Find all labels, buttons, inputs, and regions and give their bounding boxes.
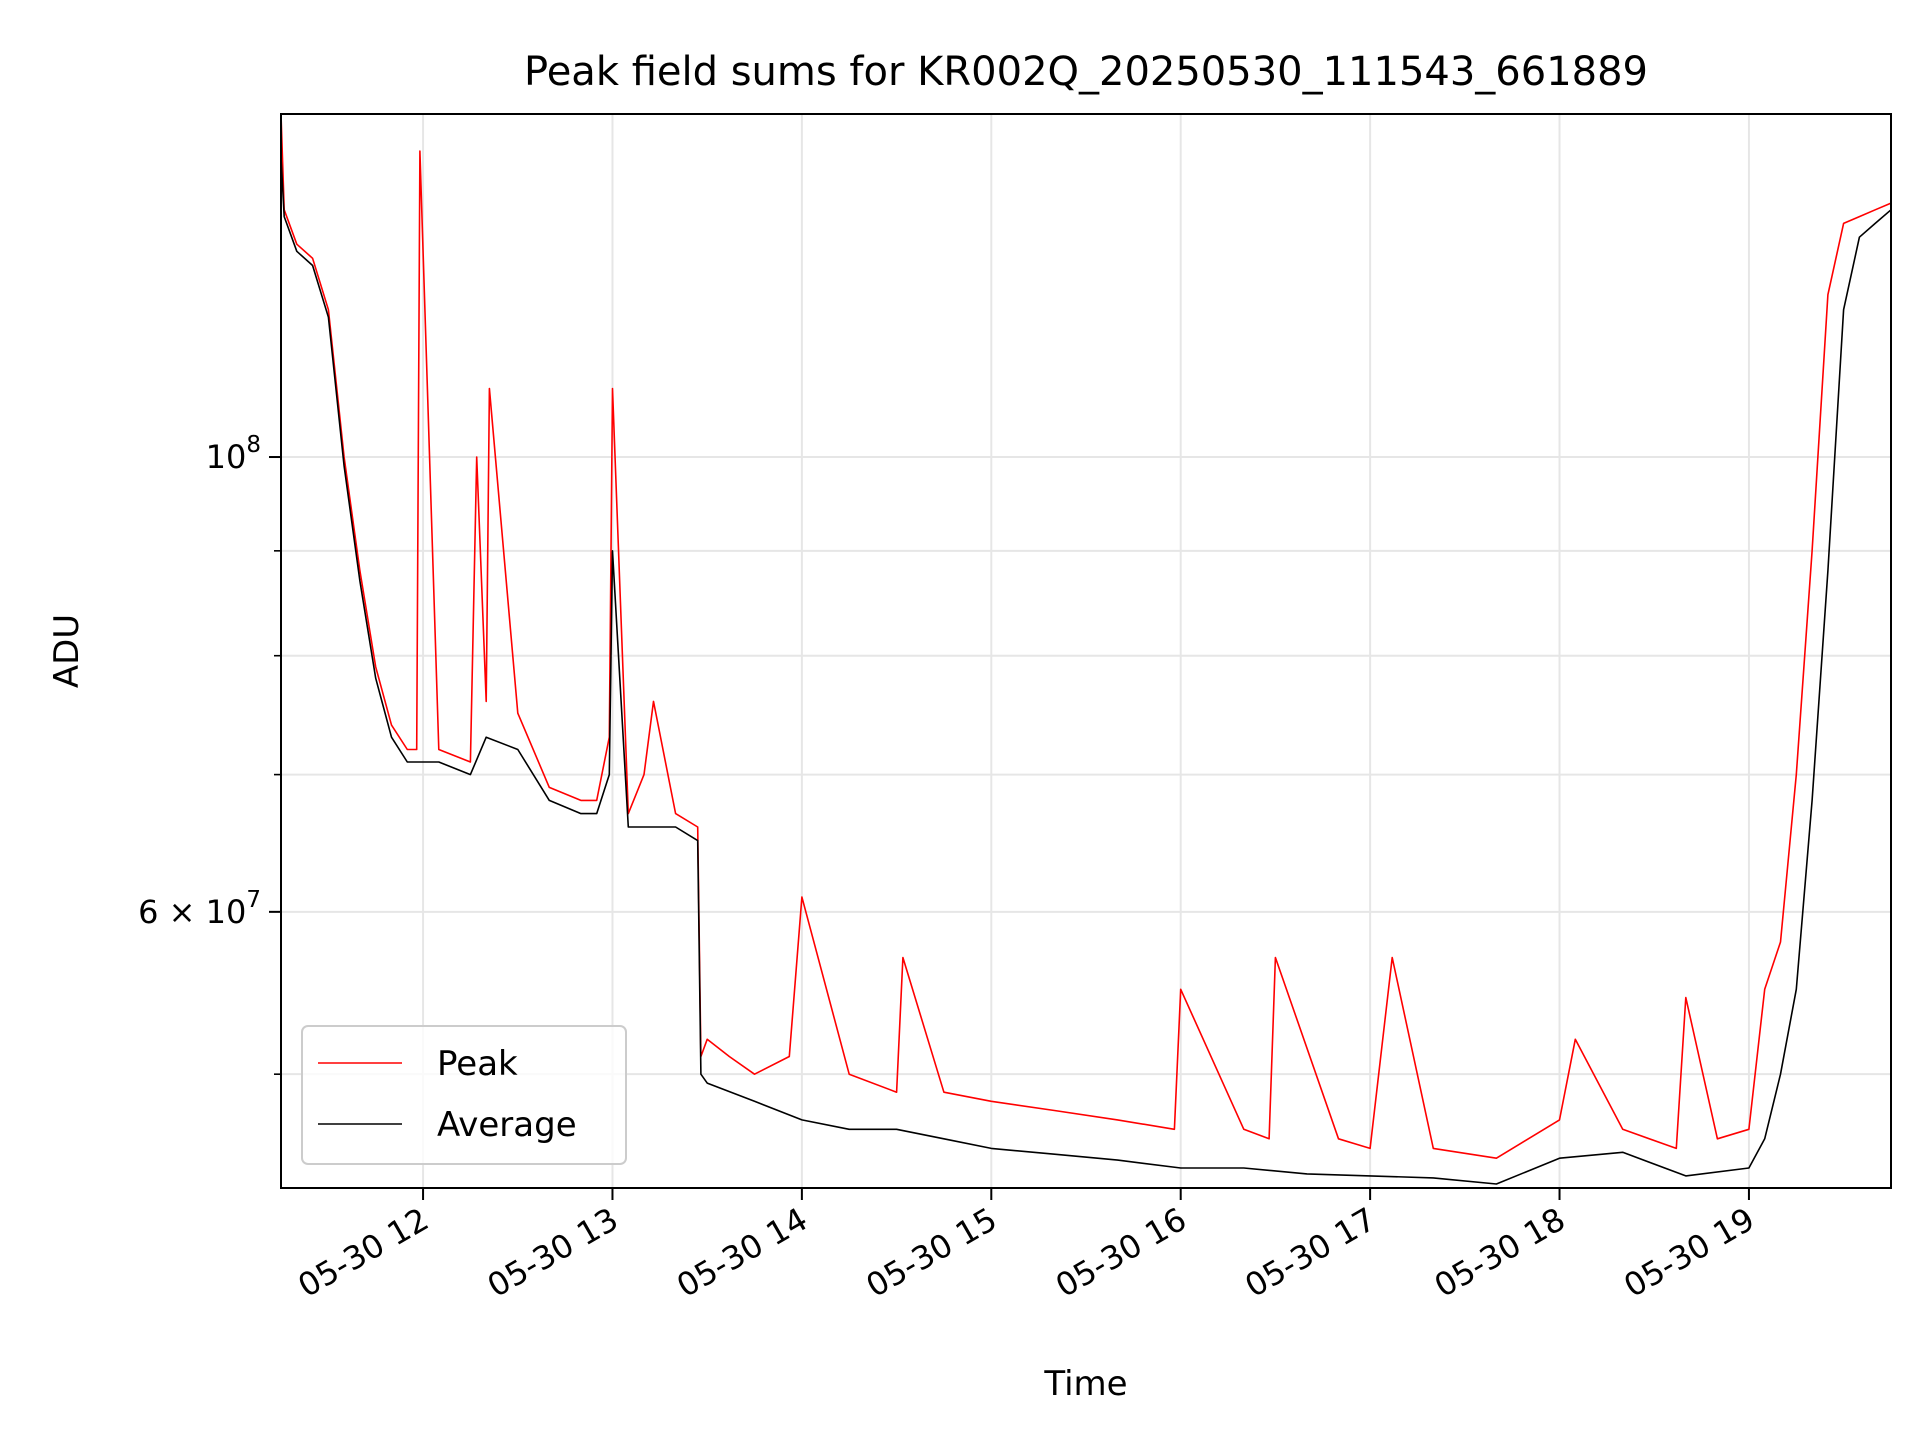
legend-box [301, 1025, 627, 1165]
y-tick-label-base: 6 × 10 [138, 893, 246, 931]
grid [281, 114, 1891, 1188]
legend: Peak Average [301, 1025, 627, 1165]
plot-frame [280, 113, 1892, 1189]
series-line-peak [280, 113, 1892, 1159]
plot-area [281, 114, 1891, 1188]
y-tick-label-exponent: 8 [246, 432, 261, 458]
y-tick-label-exponent: 7 [246, 887, 261, 913]
y-tick-label: 108 [206, 432, 261, 476]
y-tick-label: 6 × 107 [138, 887, 261, 931]
legend-label-peak: Peak [437, 1044, 518, 1084]
y-axis: 108 6 × 107 [138, 432, 281, 1075]
y-axis-label: ADU [47, 614, 87, 688]
series-line-average [280, 157, 1892, 1185]
y-tick-label-base: 10 [206, 438, 247, 476]
series-layer [280, 113, 1892, 1185]
chart-title: Peak field sums for KR002Q_20250530_1115… [524, 49, 1648, 95]
legend-label-average: Average [437, 1105, 577, 1145]
x-axis-label: Time [1043, 1364, 1127, 1404]
